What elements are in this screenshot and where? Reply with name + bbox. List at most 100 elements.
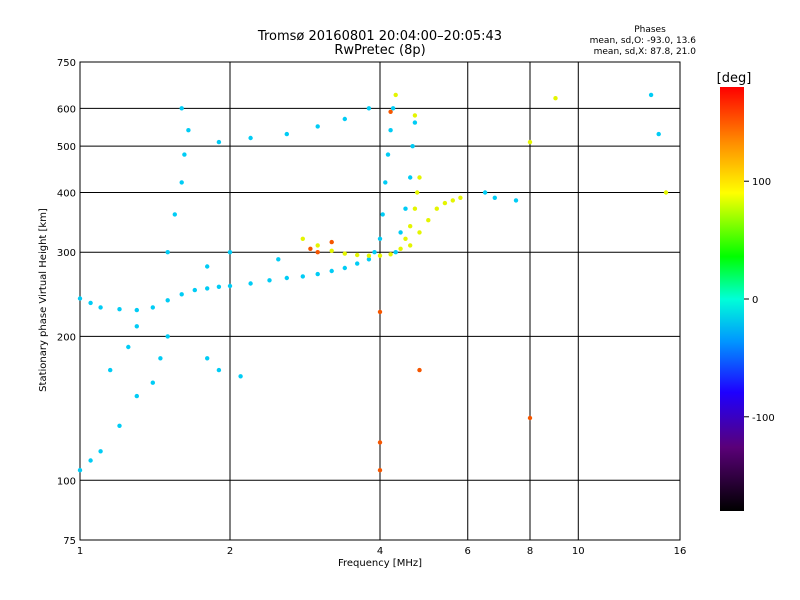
y-tick-label: 750 (57, 58, 76, 69)
echo-point (442, 200, 448, 206)
echo-point (108, 367, 113, 373)
echo-point (398, 246, 403, 251)
echo-point (205, 356, 210, 361)
x-tick-label: 16 (674, 546, 687, 557)
echo-point (315, 250, 320, 255)
echo-point (408, 224, 413, 229)
echo-point (377, 309, 383, 315)
data-points (77, 92, 669, 473)
echo-point (377, 440, 383, 445)
echo-point (513, 198, 519, 203)
echo-point (415, 190, 420, 195)
echo-point (393, 92, 398, 98)
echo-point (417, 230, 422, 235)
echo-point (329, 268, 334, 274)
x-tick-label: 8 (527, 546, 533, 557)
echo-point (377, 236, 383, 241)
echo-point (388, 128, 393, 133)
echo-point (267, 278, 272, 283)
echo-point (385, 152, 391, 157)
echo-point (388, 109, 393, 115)
colorbar-ticks: 100 0 -100 (744, 177, 775, 424)
echo-point (300, 236, 305, 241)
echo-point (656, 131, 661, 137)
echo-point (179, 292, 184, 297)
echo-point (342, 116, 347, 122)
y-tick-labels: 75 100 200 300 400 500 600 750 (57, 58, 76, 547)
y-tick-label: 500 (57, 142, 76, 153)
echo-point (248, 281, 253, 286)
echo-point (308, 246, 313, 251)
echo-point (492, 195, 497, 200)
chart-subtitle: RwPretec (8p) (334, 43, 425, 58)
echo-point (179, 180, 184, 185)
echo-point (165, 298, 170, 303)
echo-point (216, 284, 222, 289)
echo-point (482, 190, 488, 195)
x-axis-label: Frequency [MHz] (338, 558, 422, 569)
echo-point (366, 106, 372, 111)
y-tick-label: 600 (57, 104, 76, 115)
echo-point (126, 344, 131, 350)
echo-point (88, 458, 93, 463)
echo-point (227, 250, 233, 255)
x-tick-label: 4 (377, 546, 383, 557)
echo-point (412, 206, 418, 211)
echo-point (366, 253, 372, 258)
echo-point (342, 265, 347, 271)
y-tick-label: 100 (57, 476, 76, 487)
echo-point (216, 367, 222, 373)
echo-point (398, 230, 403, 235)
echo-point (663, 190, 669, 195)
echo-point (88, 300, 93, 306)
echo-point (403, 236, 408, 241)
stats-x-line: mean, sd,X: 87.8, 21.0 (594, 47, 697, 57)
echo-point (383, 180, 388, 185)
echo-point (300, 274, 305, 279)
echo-point (77, 296, 83, 301)
echo-point (150, 305, 155, 310)
echo-point (408, 243, 413, 248)
echo-point (186, 128, 191, 133)
x-tick-labels: 1 2 4 6 8 10 16 (77, 546, 687, 557)
y-tick-label: 200 (57, 332, 76, 343)
echo-point (329, 248, 334, 253)
echo-point (393, 250, 398, 255)
echo-point (284, 131, 289, 137)
echo-point (380, 212, 385, 217)
colorbar-tick-label: 0 (752, 295, 758, 306)
echo-point (165, 334, 170, 339)
echo-point (134, 393, 139, 399)
echo-point (205, 264, 210, 269)
echo-point (355, 261, 360, 266)
echo-point (276, 257, 281, 262)
echo-point (648, 92, 654, 98)
stats-o-line: mean, sd,O: -93.0, 13.6 (590, 36, 697, 46)
echo-point (182, 152, 187, 157)
echo-point (315, 243, 320, 248)
echo-point (315, 271, 320, 277)
echo-point (426, 218, 431, 223)
colorbar (720, 87, 744, 511)
echo-point (329, 239, 334, 245)
echo-point (342, 251, 347, 256)
x-tick-label: 6 (465, 546, 471, 557)
echo-point (248, 135, 253, 141)
echo-point (377, 468, 383, 473)
x-tick-label: 1 (77, 546, 83, 557)
echo-point (150, 380, 155, 385)
echo-point (98, 449, 103, 454)
echo-point (417, 367, 422, 373)
echo-point (390, 106, 396, 111)
echo-point (315, 124, 320, 129)
x-tick-label: 10 (572, 546, 585, 557)
echo-point (403, 206, 408, 211)
echo-point (238, 374, 243, 379)
y-tick-label: 400 (57, 188, 76, 199)
echo-point (366, 257, 372, 262)
echo-point (172, 212, 177, 217)
chart-title: Tromsø 20160801 20:04:00–20:05:43 (257, 29, 502, 44)
echo-point (412, 113, 418, 118)
echo-point (158, 356, 163, 361)
